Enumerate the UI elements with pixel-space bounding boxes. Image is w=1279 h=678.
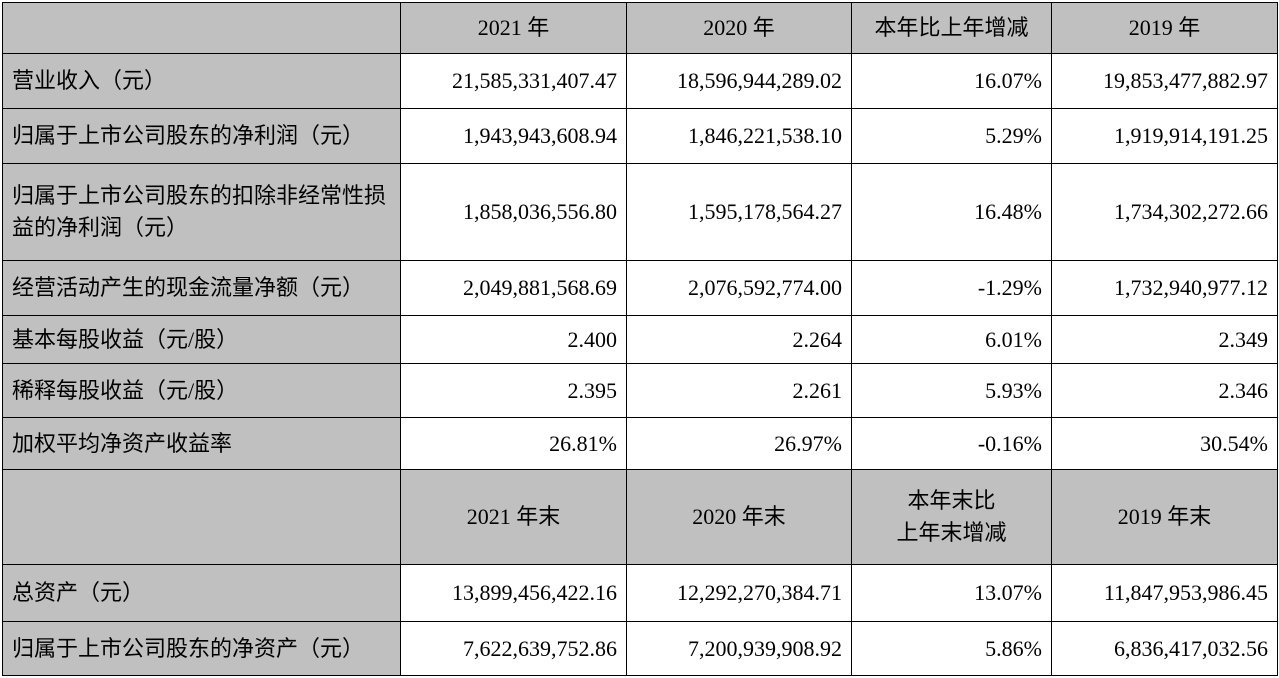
header-empty-cell	[2, 469, 401, 565]
table-row-total-assets: 总资产（元） 13,899,456,422.16 12,292,270,384.…	[2, 564, 1278, 622]
value-change: 6.01%	[851, 315, 1052, 364]
header-year-end-2021: 2021 年末	[400, 469, 627, 565]
row-label: 归属于上市公司股东的净利润（元）	[2, 108, 401, 164]
row-label: 基本每股收益（元/股）	[2, 315, 401, 364]
header-yoy-change: 本年比上年增减	[851, 2, 1052, 54]
header-year-end-change: 本年末比 上年末增减	[851, 469, 1052, 565]
table-row-net-assets: 归属于上市公司股东的净资产（元） 7,622,639,752.86 7,200,…	[2, 621, 1278, 676]
value-change: 13.07%	[851, 564, 1052, 622]
table-row-basic-eps: 基本每股收益（元/股） 2.400 2.264 6.01% 2.349	[2, 315, 1278, 364]
row-label: 营业收入（元）	[2, 53, 401, 109]
value-2021: 2,049,881,568.69	[400, 260, 627, 316]
value-change: 16.48%	[851, 163, 1052, 261]
value-2020: 7,200,939,908.92	[626, 621, 852, 676]
value-2019: 1,732,940,977.12	[1051, 260, 1278, 316]
value-2019: 6,836,417,032.56	[1051, 621, 1278, 676]
value-2020: 26.97%	[626, 417, 852, 470]
value-2020: 1,595,178,564.27	[626, 163, 852, 261]
row-label: 加权平均净资产收益率	[2, 417, 401, 470]
value-2019: 2.349	[1051, 315, 1278, 364]
value-change: 16.07%	[851, 53, 1052, 109]
value-change: -0.16%	[851, 417, 1052, 470]
value-change: 5.29%	[851, 108, 1052, 164]
value-2021: 7,622,639,752.86	[400, 621, 627, 676]
value-2020: 2.261	[626, 363, 852, 418]
value-change: 5.93%	[851, 363, 1052, 418]
value-2021: 26.81%	[400, 417, 627, 470]
value-2019: 2.346	[1051, 363, 1278, 418]
row-label: 归属于上市公司股东的净资产（元）	[2, 621, 401, 676]
value-2020: 1,846,221,538.10	[626, 108, 852, 164]
table-row-diluted-eps: 稀释每股收益（元/股） 2.395 2.261 5.93% 2.346	[2, 363, 1278, 418]
row-label: 经营活动产生的现金流量净额（元）	[2, 260, 401, 316]
value-2021: 2.395	[400, 363, 627, 418]
value-2020: 12,292,270,384.71	[626, 564, 852, 622]
table-row-weighted-avg-roe: 加权平均净资产收益率 26.81% 26.97% -0.16% 30.54%	[2, 417, 1278, 470]
value-2021: 1,943,943,608.94	[400, 108, 627, 164]
header-empty-cell	[2, 2, 401, 54]
value-2021: 21,585,331,407.47	[400, 53, 627, 109]
value-2021: 1,858,036,556.80	[400, 163, 627, 261]
value-2019: 1,734,302,272.66	[1051, 163, 1278, 261]
value-2019: 11,847,953,986.45	[1051, 564, 1278, 622]
header-year-2019: 2019 年	[1051, 2, 1278, 54]
value-2020: 2.264	[626, 315, 852, 364]
value-change: 5.86%	[851, 621, 1052, 676]
row-label: 稀释每股收益（元/股）	[2, 363, 401, 418]
value-2019: 1,919,914,191.25	[1051, 108, 1278, 164]
value-2019: 30.54%	[1051, 417, 1278, 470]
value-2020: 2,076,592,774.00	[626, 260, 852, 316]
table-row-revenue: 营业收入（元） 21,585,331,407.47 18,596,944,289…	[2, 53, 1278, 109]
table-row-net-profit: 归属于上市公司股东的净利润（元） 1,943,943,608.94 1,846,…	[2, 108, 1278, 164]
value-2019: 19,853,477,882.97	[1051, 53, 1278, 109]
value-2021: 13,899,456,422.16	[400, 564, 627, 622]
header-year-end-2020: 2020 年末	[626, 469, 852, 565]
value-2021: 2.400	[400, 315, 627, 364]
table-row-net-profit-excl-nonrecurring: 归属于上市公司股东的扣除非经常性损益的净利润（元） 1,858,036,556.…	[2, 163, 1278, 261]
header-year-end-2019: 2019 年末	[1051, 469, 1278, 565]
table-row-operating-cash-flow: 经营活动产生的现金流量净额（元） 2,049,881,568.69 2,076,…	[2, 260, 1278, 316]
value-change: -1.29%	[851, 260, 1052, 316]
row-label: 总资产（元）	[2, 564, 401, 622]
header-row-annual: 2021 年 2020 年 本年比上年增减 2019 年	[2, 2, 1278, 54]
header-year-2021: 2021 年	[400, 2, 627, 54]
header-row-year-end: 2021 年末 2020 年末 本年末比 上年末增减 2019 年末	[2, 469, 1278, 565]
header-year-2020: 2020 年	[626, 2, 852, 54]
value-2020: 18,596,944,289.02	[626, 53, 852, 109]
row-label: 归属于上市公司股东的扣除非经常性损益的净利润（元）	[2, 163, 401, 261]
